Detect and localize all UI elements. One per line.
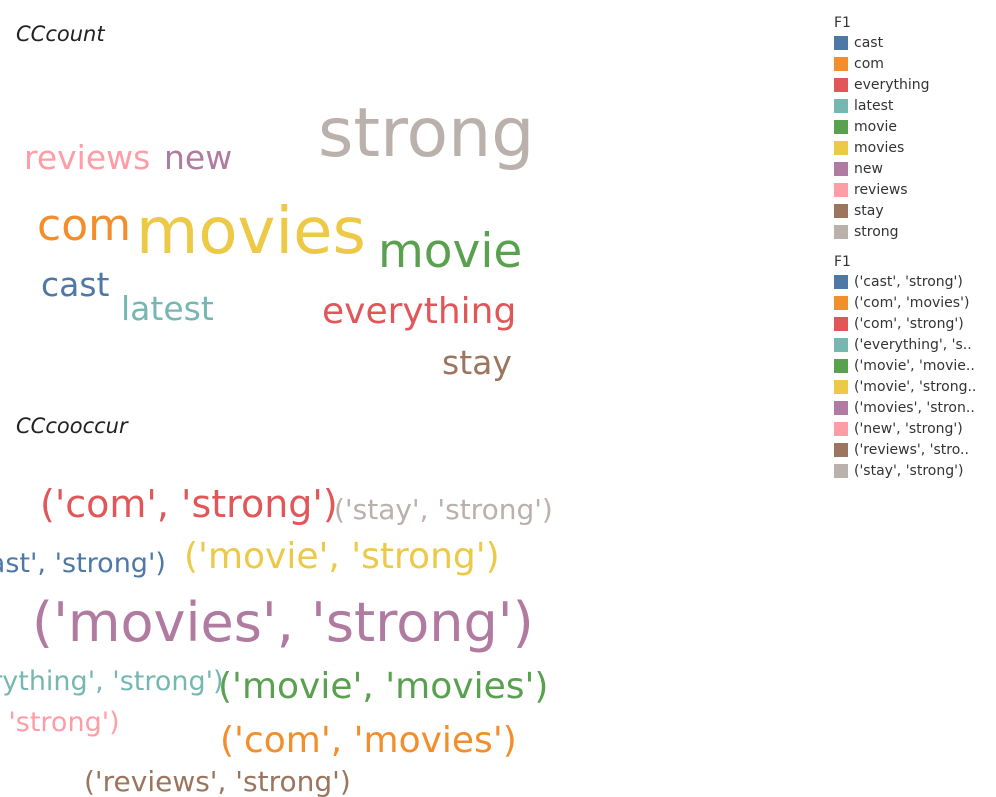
word-cloud-word: ('com', 'movies') <box>220 720 517 761</box>
legend-swatch <box>834 98 848 113</box>
word-cloud-word: cast <box>41 265 110 304</box>
legend-swatch <box>834 224 848 239</box>
legend-swatch <box>834 182 848 197</box>
legend-item[interactable]: ('movies', 'stron.. <box>834 397 976 418</box>
word-cloud-word: new <box>164 138 233 177</box>
legend-label: ('movie', 'movie.. <box>854 357 975 374</box>
legend-label: ('everything', 's.. <box>854 336 972 353</box>
legend-label: everything <box>854 76 930 93</box>
legend-item[interactable]: ('movie', 'strong.. <box>834 376 976 397</box>
legend-item[interactable]: ('everything', 's.. <box>834 334 976 355</box>
legend-item[interactable]: ('com', 'strong') <box>834 313 976 334</box>
legend-label: com <box>854 55 884 72</box>
legend-label: ('com', 'strong') <box>854 315 964 332</box>
word-cloud-word: strong <box>318 94 535 173</box>
word-cloud-word: ('stay', 'strong') <box>334 493 553 526</box>
legend-label: ('movie', 'strong.. <box>854 378 977 395</box>
word-cloud-word: latest <box>121 289 214 328</box>
legend-item[interactable]: strong <box>834 221 930 242</box>
legend-label: ('new', 'strong') <box>854 420 963 437</box>
word-cloud-word: ('reviews', 'strong') <box>84 765 351 797</box>
legend-item[interactable]: ('movie', 'movie.. <box>834 355 976 376</box>
legend-swatch <box>834 35 848 50</box>
word-cloud-cccount: strong reviews new com movies movie cast latest… <box>0 0 780 400</box>
legend-swatch <box>834 337 848 352</box>
legend-label: movies <box>854 139 905 156</box>
legend-item[interactable]: ('cast', 'strong') <box>834 271 976 292</box>
legend-swatch <box>834 295 848 310</box>
legend-item[interactable]: ('stay', 'strong') <box>834 460 976 481</box>
chart-title-cccount: CCcount <box>16 22 105 46</box>
legend-label: ('com', 'movies') <box>854 294 970 311</box>
word-cloud-word: everything <box>322 291 517 332</box>
legend-swatch <box>834 316 848 331</box>
word-cloud-word: ('new', 'strong') <box>0 707 120 738</box>
word-cloud-word: movie <box>378 224 523 279</box>
legend-label: cast <box>854 34 884 51</box>
legend-item[interactable]: stay <box>834 200 930 221</box>
legend-swatch <box>834 358 848 373</box>
legend-item[interactable]: ('reviews', 'stro.. <box>834 439 976 460</box>
legend-swatch <box>834 400 848 415</box>
word-cloud-word: ('movies', 'strong') <box>32 591 534 654</box>
word-cloud-word: ('everything', 'strong') <box>0 666 224 697</box>
legend-title: F1 <box>834 254 851 270</box>
legend-swatch <box>834 140 848 155</box>
legend-label: latest <box>854 97 894 114</box>
legend-item[interactable]: ('new', 'strong') <box>834 418 976 439</box>
word-cloud-word: movies <box>136 195 366 269</box>
legend-item[interactable]: new <box>834 158 930 179</box>
legend-label: reviews <box>854 181 908 198</box>
legend-item[interactable]: cast <box>834 32 930 53</box>
legend-item[interactable]: movies <box>834 137 930 158</box>
legend-label: ('movies', 'stron.. <box>854 399 975 416</box>
legend-label: ('stay', 'strong') <box>854 462 964 479</box>
legend-cccooccur: F1 ('cast', 'strong') ('com', 'movies') ('… <box>834 253 976 481</box>
legend-swatch <box>834 161 848 176</box>
legend-label: new <box>854 160 883 177</box>
legend-item[interactable]: com <box>834 53 930 74</box>
legend-label: stay <box>854 202 884 219</box>
legend-item[interactable]: everything <box>834 74 930 95</box>
legend-item[interactable]: ('com', 'movies') <box>834 292 976 313</box>
legend-label: strong <box>854 223 899 240</box>
legend-swatch <box>834 203 848 218</box>
word-cloud-word: reviews <box>24 138 151 177</box>
legend-swatch <box>834 274 848 289</box>
legend-cccount: F1 cast com everything latest movie movies new… <box>834 14 930 242</box>
legend-item[interactable]: reviews <box>834 179 930 200</box>
legend-label: ('reviews', 'stro.. <box>854 441 969 458</box>
word-cloud-word: stay <box>442 343 512 382</box>
word-cloud-word: ('cast', 'strong') <box>0 548 166 579</box>
legend-swatch <box>834 463 848 478</box>
legend-item[interactable]: latest <box>834 95 930 116</box>
word-cloud-word: ('movie', 'movies') <box>218 666 549 707</box>
chart-title-cccooccur: CCcooccur <box>16 414 128 438</box>
legend-swatch <box>834 379 848 394</box>
legend-label: movie <box>854 118 897 135</box>
legend-label: ('cast', 'strong') <box>854 273 963 290</box>
legend-swatch <box>834 119 848 134</box>
legend-swatch <box>834 421 848 436</box>
word-cloud-word: ('com', 'strong') <box>40 482 338 526</box>
word-cloud-word: ('movie', 'strong') <box>184 536 500 577</box>
word-cloud-cccooccur: ('com', 'strong')('stay', 'strong') ('cas… <box>0 482 553 797</box>
legend-title: F1 <box>834 15 851 31</box>
legend-swatch <box>834 77 848 92</box>
legend-item[interactable]: movie <box>834 116 930 137</box>
legend-swatch <box>834 442 848 457</box>
word-cloud-word: com <box>37 200 131 251</box>
legend-swatch <box>834 56 848 71</box>
